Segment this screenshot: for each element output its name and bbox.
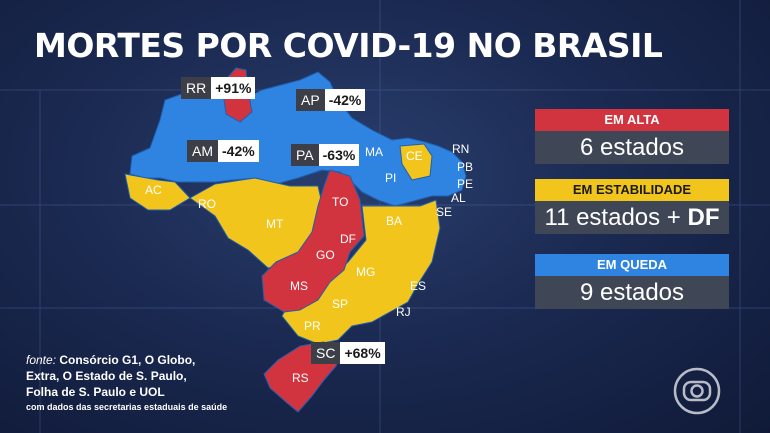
tag-sc-value: +68% (340, 342, 385, 364)
label-ce: CE (406, 149, 423, 163)
state-labels: AC RO MT TO DF GO MS MG SP PR RS BA PI M… (145, 142, 473, 385)
legend-em-queda: EM QUEDA 9 estados (535, 254, 729, 309)
source-line-1: fonte: Consórcio G1, O Globo, (26, 353, 196, 367)
label-rs: RS (292, 371, 309, 385)
source-note: fonte: Consórcio G1, O Globo, Extra, O E… (26, 352, 227, 414)
tag-am: AM -42% (187, 140, 259, 162)
region-alta-center (261, 169, 365, 313)
tag-rr-value: +91% (211, 77, 256, 99)
label-rn: RN (452, 142, 469, 156)
label-ro: RO (198, 197, 216, 211)
legend-em-estabilidade-count-extra: DF (687, 204, 720, 231)
tag-am-state: AM (187, 140, 218, 162)
legend-em-estabilidade: EM ESTABILIDADE 11 estados + DF (535, 179, 729, 234)
label-mg: MG (356, 265, 375, 279)
tag-ap-state: AP (296, 89, 325, 111)
label-pr: PR (304, 319, 321, 333)
legend-em-queda-heading: EM QUEDA (535, 254, 729, 276)
brazil-map: AC RO MT TO DF GO MS MG SP PR RS BA PI M… (124, 67, 473, 413)
source-line-2: Extra, O Estado de S. Paulo, (26, 369, 187, 383)
tag-rr: RR +91% (181, 77, 256, 99)
label-ms: MS (290, 279, 308, 293)
label-es: ES (410, 279, 426, 293)
source-prefix: fonte: (26, 353, 60, 367)
label-df: DF (340, 232, 356, 246)
label-ba: BA (386, 214, 402, 228)
legend-em-queda-count: 9 estados (535, 276, 729, 309)
tag-pa-value: -63% (318, 144, 360, 166)
legend-em-alta-heading: EM ALTA (535, 109, 729, 131)
label-go: GO (316, 248, 335, 262)
page-title: MORTES POR COVID-19 NO BRASIL (34, 26, 663, 65)
source-line-3: Folha de S. Paulo e UOL (26, 385, 165, 399)
legend-em-estabilidade-count-main: 11 estados + (544, 204, 688, 231)
label-ac: AC (145, 183, 162, 197)
source-line-4: com dados das secretarias estaduais de s… (26, 402, 228, 412)
label-rj: RJ (396, 305, 411, 319)
label-pb: PB (457, 160, 473, 174)
tag-sc-state: SC (311, 342, 341, 364)
tag-ap: AP -42% (296, 89, 366, 111)
label-al: AL (451, 191, 466, 205)
legend-em-estabilidade-heading: EM ESTABILIDADE (535, 179, 729, 201)
globo-logo-icon (673, 367, 721, 415)
region-queda-north (129, 71, 467, 207)
label-pe: PE (457, 177, 473, 191)
legend-em-alta: EM ALTA 6 estados (535, 109, 729, 164)
legend-em-estabilidade-count: 11 estados + DF (535, 201, 729, 234)
label-sp: SP (332, 297, 348, 311)
label-se: SE (436, 205, 452, 219)
label-ma: MA (365, 145, 383, 159)
tag-rr-state: RR (181, 77, 212, 99)
tag-sc: SC +68% (311, 342, 385, 364)
tag-am-value: -42% (218, 140, 259, 162)
tag-pa-state: PA (291, 144, 319, 166)
legend-em-alta-count: 6 estados (535, 131, 729, 164)
label-to: TO (332, 195, 348, 209)
label-pi: PI (385, 171, 396, 185)
tag-pa: PA -63% (291, 144, 360, 166)
label-mt: MT (266, 217, 284, 231)
tag-ap-value: -42% (324, 89, 366, 111)
